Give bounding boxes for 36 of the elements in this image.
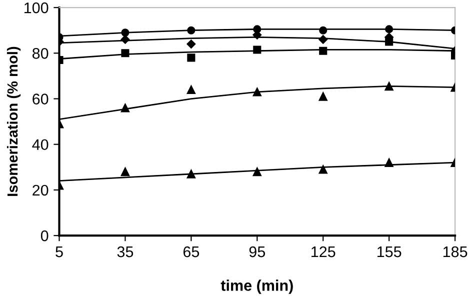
- x-tick-label: 5: [56, 246, 63, 258]
- y-tick-label: 80: [32, 48, 48, 59]
- x-tick-label: 125: [312, 246, 336, 258]
- x-tick-label: 185: [443, 246, 468, 258]
- x-tick-label: 65: [183, 246, 200, 258]
- point: [121, 49, 130, 58]
- y-tick-label: 20: [32, 184, 48, 196]
- point: [385, 25, 394, 34]
- point: [253, 46, 262, 54]
- x-tick-label: 155: [377, 246, 402, 258]
- y-tick-label: 40: [32, 139, 48, 150]
- point: [384, 82, 394, 91]
- point: [187, 26, 196, 34]
- x-tick-label: 35: [117, 246, 134, 258]
- point: [120, 104, 130, 112]
- point: [186, 40, 196, 49]
- y-tick-label: 60: [32, 94, 48, 104]
- y-tick-label: 0: [40, 230, 48, 242]
- point: [120, 167, 130, 176]
- point: [186, 170, 196, 178]
- point: [121, 28, 130, 37]
- x-tick-label: 95: [249, 246, 265, 258]
- point: [252, 88, 262, 96]
- y-axis-title: Isomerization (% mol): [6, 46, 21, 196]
- point: [319, 26, 328, 34]
- point: [319, 46, 328, 55]
- point: [318, 92, 328, 101]
- point: [384, 158, 394, 167]
- x-axis-title: time (min): [220, 280, 293, 294]
- point: [385, 38, 394, 46]
- point: [318, 165, 328, 174]
- y-tick-label: 100: [24, 2, 48, 14]
- point: [186, 85, 196, 94]
- point: [187, 54, 196, 62]
- point: [252, 167, 262, 176]
- point: [318, 34, 328, 44]
